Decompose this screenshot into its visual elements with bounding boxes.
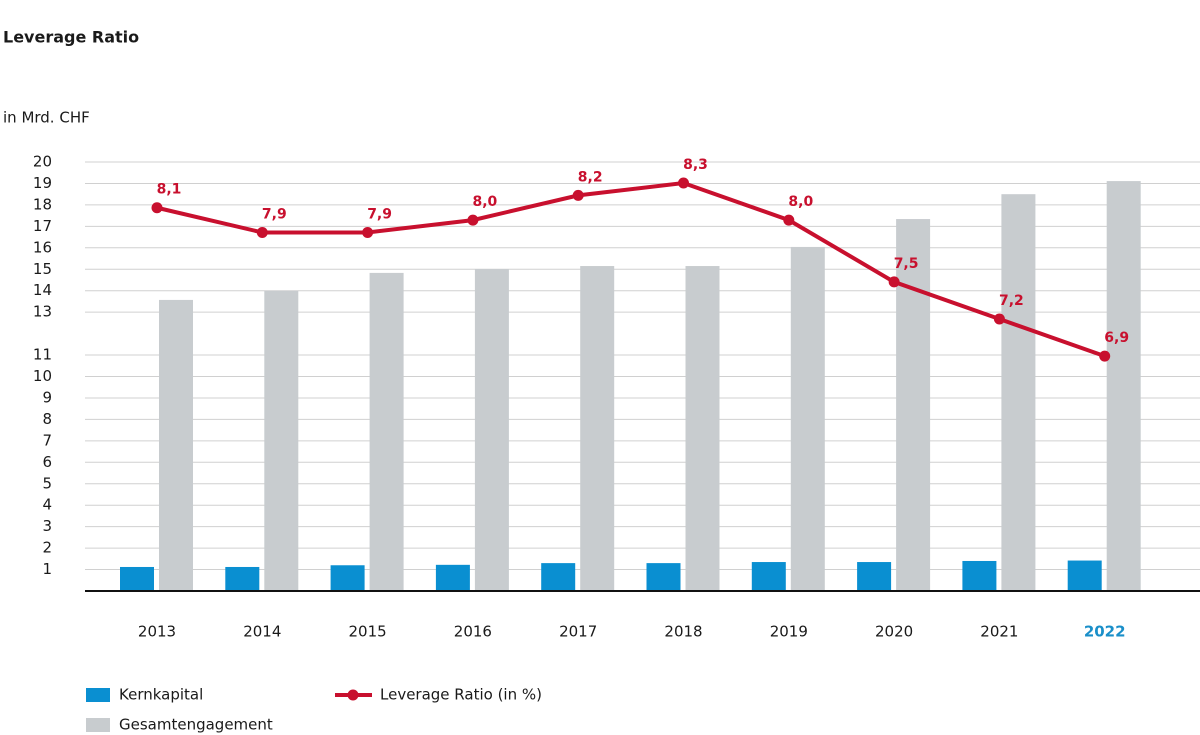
legend-swatch [86,688,110,702]
line-point [993,313,1005,325]
data-label: 7,9 [262,206,287,222]
line-point [888,276,900,288]
line-point [362,226,374,238]
legend-swatch [347,689,359,701]
data-label: 8,0 [472,194,497,210]
y-tick-label: 10 [33,367,52,385]
y-tick-label: 4 [42,496,52,514]
bar [264,290,299,591]
x-tick-label: 2020 [875,623,913,641]
chart-title: Leverage Ratio [3,28,139,47]
y-tick-label: 19 [33,174,52,192]
line-point [256,226,268,238]
bar [159,299,193,591]
x-tick-label: 2014 [243,623,281,641]
y-tick-label: 20 [33,153,52,171]
y-tick-label: 16 [33,238,52,256]
line-point [1099,350,1111,362]
y-tick-label: 17 [33,217,52,235]
line-point [783,214,795,226]
axis-unit: in Mrd. CHF [3,109,90,127]
y-tick-label: 7 [42,431,52,449]
legend-label: Gesamtengagement [119,716,273,734]
x-tick-label: 2017 [559,623,597,641]
data-label: 8,1 [157,182,182,198]
bar [369,272,404,591]
line [156,180,1106,358]
line-point [151,202,163,214]
y-tick-label: 15 [33,260,52,278]
bar [474,269,509,591]
bar [685,266,720,591]
y-tick-label: 11 [33,346,52,364]
data-label: 7,5 [894,256,919,272]
x-tick-label: 2022 [1084,623,1126,641]
x-tick-label: 2013 [138,623,176,641]
y-tick-label: 9 [42,388,52,406]
data-label: 7,9 [367,206,392,222]
bar [857,562,892,591]
bar [541,563,576,591]
y-tick-label: 6 [42,453,52,471]
data-label: 6,9 [1104,330,1129,346]
data-label: 8,3 [683,157,708,173]
bar [962,560,997,591]
bar [1067,560,1102,591]
bar [435,564,470,591]
bar [225,566,260,591]
legend-swatch [86,718,110,732]
x-tick-label: 2015 [349,623,387,641]
line-point [572,189,584,201]
x-tick-label: 2021 [980,623,1018,641]
data-label: 8,2 [578,169,603,185]
bar [120,566,154,591]
data-label: 8,0 [788,194,813,210]
line-point [467,214,479,226]
y-tick-label: 1 [42,560,52,578]
x-tick-label: 2019 [770,623,808,641]
bar [1001,194,1036,592]
legend-label: Kernkapital [119,686,203,704]
bar [790,246,825,591]
y-tick-label: 8 [42,410,52,428]
legend-label: Leverage Ratio (in %) [380,686,542,704]
line-point [678,177,689,189]
x-tick-label: 2018 [664,623,702,641]
bar [330,565,365,591]
y-tick-label: 13 [33,303,52,321]
y-tick-label: 2 [42,539,52,557]
y-tick-label: 3 [42,517,52,535]
bar [646,563,681,591]
bar [1106,181,1141,591]
y-tick-label: 18 [33,195,52,213]
bar [751,562,786,591]
y-tick-label: 14 [33,281,52,299]
y-tick-label: 5 [42,474,52,492]
bar [580,266,615,591]
x-tick-label: 2016 [454,623,492,641]
data-label: 7,2 [999,293,1024,309]
bar [896,219,931,591]
